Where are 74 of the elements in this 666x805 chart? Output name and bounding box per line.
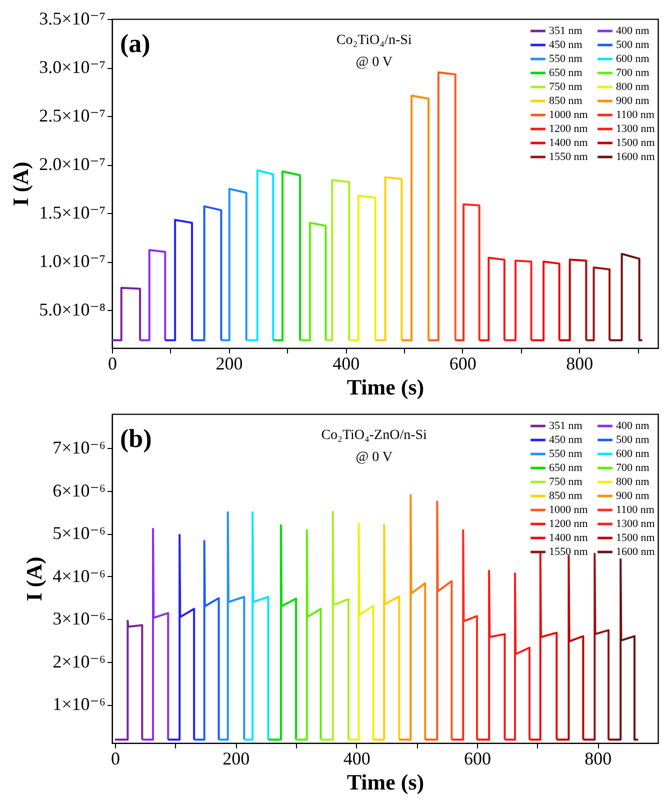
y-tick-label: 6×10⁻⁶ [52, 480, 106, 500]
legend-label: 1200 nm [549, 123, 588, 135]
y-tick-label: 3.0×10⁻⁷ [39, 57, 106, 78]
legend-label: 850 nm [549, 95, 583, 107]
legend-label: 500 nm [616, 39, 650, 51]
legend-label: 1300 nm [616, 518, 656, 530]
y-tick-label: 2.0×10⁻⁷ [39, 154, 106, 174]
y-tick-label: 5.0×10⁻⁸ [39, 300, 106, 320]
legend-label: 1300 nm [616, 123, 656, 135]
x-axis-title: Time (s) [346, 770, 424, 794]
legend-label: 1550 nm [549, 546, 588, 558]
legend-label: 900 nm [616, 490, 650, 502]
y-tick-label: 2.5×10⁻⁷ [39, 106, 106, 126]
y-tick-label: 5×10⁻⁶ [52, 523, 106, 544]
x-tick-label: 600 [464, 748, 492, 768]
y-axis-title: I (A) [22, 556, 47, 602]
x-tick-label: 0 [108, 354, 117, 374]
x-tick-label: 800 [584, 748, 612, 768]
legend-label: 800 nm [616, 81, 650, 93]
legend-label: 1200 nm [549, 518, 588, 530]
x-tick-label: 0 [111, 748, 120, 768]
legend-label: 1500 nm [616, 532, 656, 544]
legend-label: 1100 nm [616, 504, 655, 516]
legend-label: 700 nm [616, 67, 650, 79]
legend-label: 1400 nm [549, 137, 588, 149]
y-tick-label: 4×10⁻⁶ [52, 566, 106, 586]
x-tick-label: 800 [566, 354, 594, 374]
y-tick-label: 2×10⁻⁶ [52, 651, 106, 672]
legend-label: 650 nm [549, 67, 583, 79]
y-axis-title: I (A) [8, 162, 34, 206]
legend-label: 600 nm [616, 448, 650, 460]
legend-label: 900 nm [616, 95, 650, 107]
x-tick-label: 200 [222, 748, 250, 768]
legend-label: 750 nm [549, 81, 583, 93]
legend-label: 550 nm [549, 448, 583, 460]
legend-label: 400 nm [616, 420, 650, 432]
legend-label: 1550 nm [549, 151, 588, 163]
legend-label: 650 nm [549, 462, 583, 474]
legend-label: 1100 nm [616, 109, 655, 121]
x-tick-label: 400 [343, 748, 370, 768]
legend-label: 550 nm [549, 53, 583, 65]
y-tick-label: 3×10⁻⁶ [52, 608, 106, 629]
legend-label: 500 nm [616, 434, 650, 446]
x-tick-label: 200 [216, 354, 243, 374]
legend-label: 1400 nm [549, 532, 588, 544]
annotation: Co₂TiO₄-ZnO/n-Si [321, 428, 428, 443]
x-tick-label: 600 [449, 354, 476, 374]
legend-label: 1000 nm [549, 504, 588, 516]
y-tick-label: 1.5×10⁻⁷ [39, 202, 106, 223]
legend-label: 850 nm [549, 490, 583, 502]
y-tick-label: 7×10⁻⁶ [52, 438, 106, 458]
legend-label: 400 nm [616, 25, 650, 37]
legend-label: 1600 nm [616, 151, 656, 163]
x-tick-label: 400 [332, 354, 360, 374]
legend-label: 450 nm [549, 434, 583, 446]
legend-label: 700 nm [616, 462, 650, 474]
y-tick-label: 3.5×10⁻⁷ [39, 8, 106, 28]
legend-label: 1600 nm [616, 546, 656, 558]
chart-title: (b) [120, 424, 152, 453]
legend-label: 450 nm [549, 39, 583, 51]
legend-label: 1500 nm [616, 137, 656, 149]
legend-label: 1000 nm [549, 109, 588, 121]
y-tick-label: 1.0×10⁻⁷ [39, 251, 106, 272]
chart-title: (a) [120, 29, 150, 58]
annotation: @ 0 V [356, 450, 392, 465]
y-tick-label: 1×10⁻⁶ [52, 694, 106, 714]
legend-label: 800 nm [616, 476, 650, 488]
legend-label: 351 nm [549, 25, 583, 37]
legend-label: 750 nm [549, 476, 583, 488]
annotation: @ 0 V [356, 55, 392, 70]
legend-label: 351 nm [549, 420, 583, 432]
x-axis-title: Time (s) [346, 374, 424, 400]
annotation: Co₂TiO₄/n-Si [336, 33, 412, 48]
legend-label: 600 nm [616, 53, 650, 65]
